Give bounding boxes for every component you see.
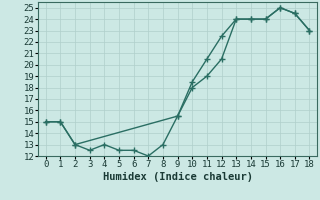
X-axis label: Humidex (Indice chaleur): Humidex (Indice chaleur) — [103, 172, 252, 182]
